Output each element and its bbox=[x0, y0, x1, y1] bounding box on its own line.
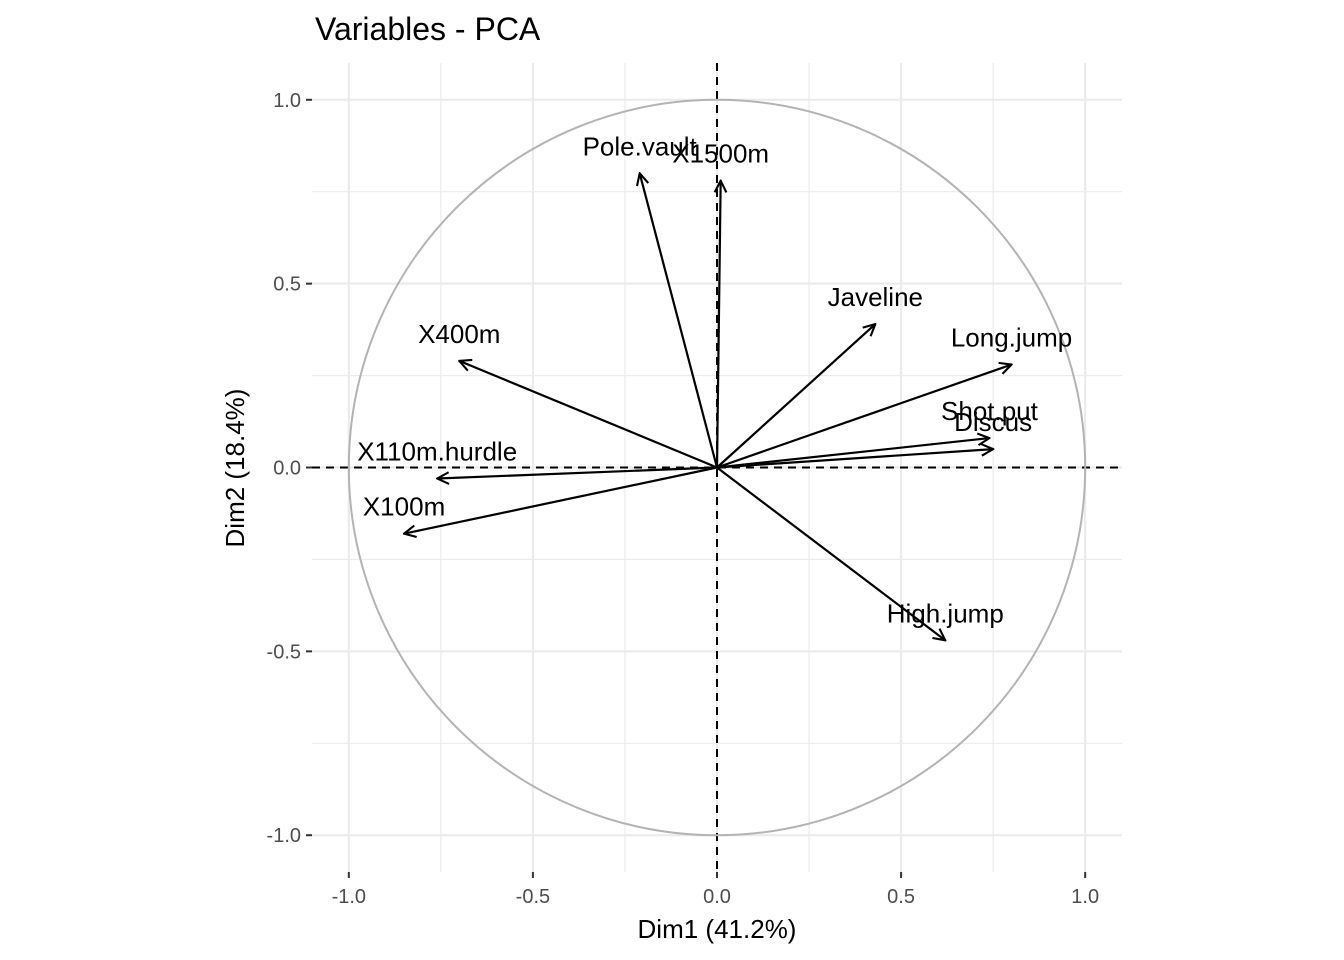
chart-title: Variables - PCA bbox=[315, 11, 541, 47]
arrow-x400m bbox=[459, 361, 718, 469]
label-x400m: X400m bbox=[418, 319, 500, 349]
variable-arrows bbox=[404, 173, 1012, 640]
x-tick-label: 1.0 bbox=[1071, 886, 1099, 908]
label-x100m: X100m bbox=[363, 492, 445, 522]
x-tick-label: 0.0 bbox=[703, 886, 731, 908]
arrow-long-jump bbox=[716, 365, 1012, 469]
correlation-circle bbox=[347, 98, 1087, 837]
x-tick-label: -0.5 bbox=[516, 886, 550, 908]
label-shot-put: Shot.put bbox=[941, 396, 1039, 426]
y-tick-label: -1.0 bbox=[267, 825, 301, 847]
arrow-pole-vault bbox=[640, 173, 719, 468]
y-axis-title: Dim2 (18.4%) bbox=[220, 389, 250, 548]
arrow-x100m bbox=[404, 466, 718, 534]
arrow-high-jump bbox=[716, 466, 945, 641]
label-discus: Discus bbox=[954, 407, 1032, 437]
arrow-javeline bbox=[716, 324, 875, 469]
unit-circle bbox=[347, 98, 1087, 837]
x-tick-label: 0.5 bbox=[887, 886, 915, 908]
arrow-x1500m bbox=[717, 181, 721, 468]
y-tick-label: 0.5 bbox=[273, 274, 301, 296]
y-tick-label: 1.0 bbox=[273, 90, 301, 112]
variable-labels: X100m Long.jump Shot.put High.jump X400m X110… bbox=[357, 131, 1072, 628]
y-tick-label: 0.0 bbox=[273, 458, 301, 480]
arrow-x110m-hurdle bbox=[437, 466, 718, 479]
arrow-shot-put bbox=[716, 438, 989, 469]
label-high-jump: High.jump bbox=[887, 598, 1004, 628]
y-tick-label: -0.5 bbox=[267, 641, 301, 663]
label-x1500m: X1500m bbox=[672, 139, 769, 169]
label-long-jump: Long.jump bbox=[951, 323, 1072, 353]
x-tick-label: -1.0 bbox=[332, 886, 366, 908]
zero-lines bbox=[312, 63, 1122, 872]
arrow-discus bbox=[716, 449, 993, 469]
axis-ticks: -1.0 -0.5 0.0 0.5 1.0 -1.0 -0.5 0.0 0.5 1.0 bbox=[267, 90, 1100, 908]
x-axis-title: Dim1 (41.2%) bbox=[638, 914, 797, 944]
label-javeline: Javeline bbox=[828, 282, 923, 312]
label-x110m-hurdle: X110m.hurdle bbox=[357, 437, 517, 467]
label-pole-vault: Pole.vault bbox=[583, 131, 698, 161]
